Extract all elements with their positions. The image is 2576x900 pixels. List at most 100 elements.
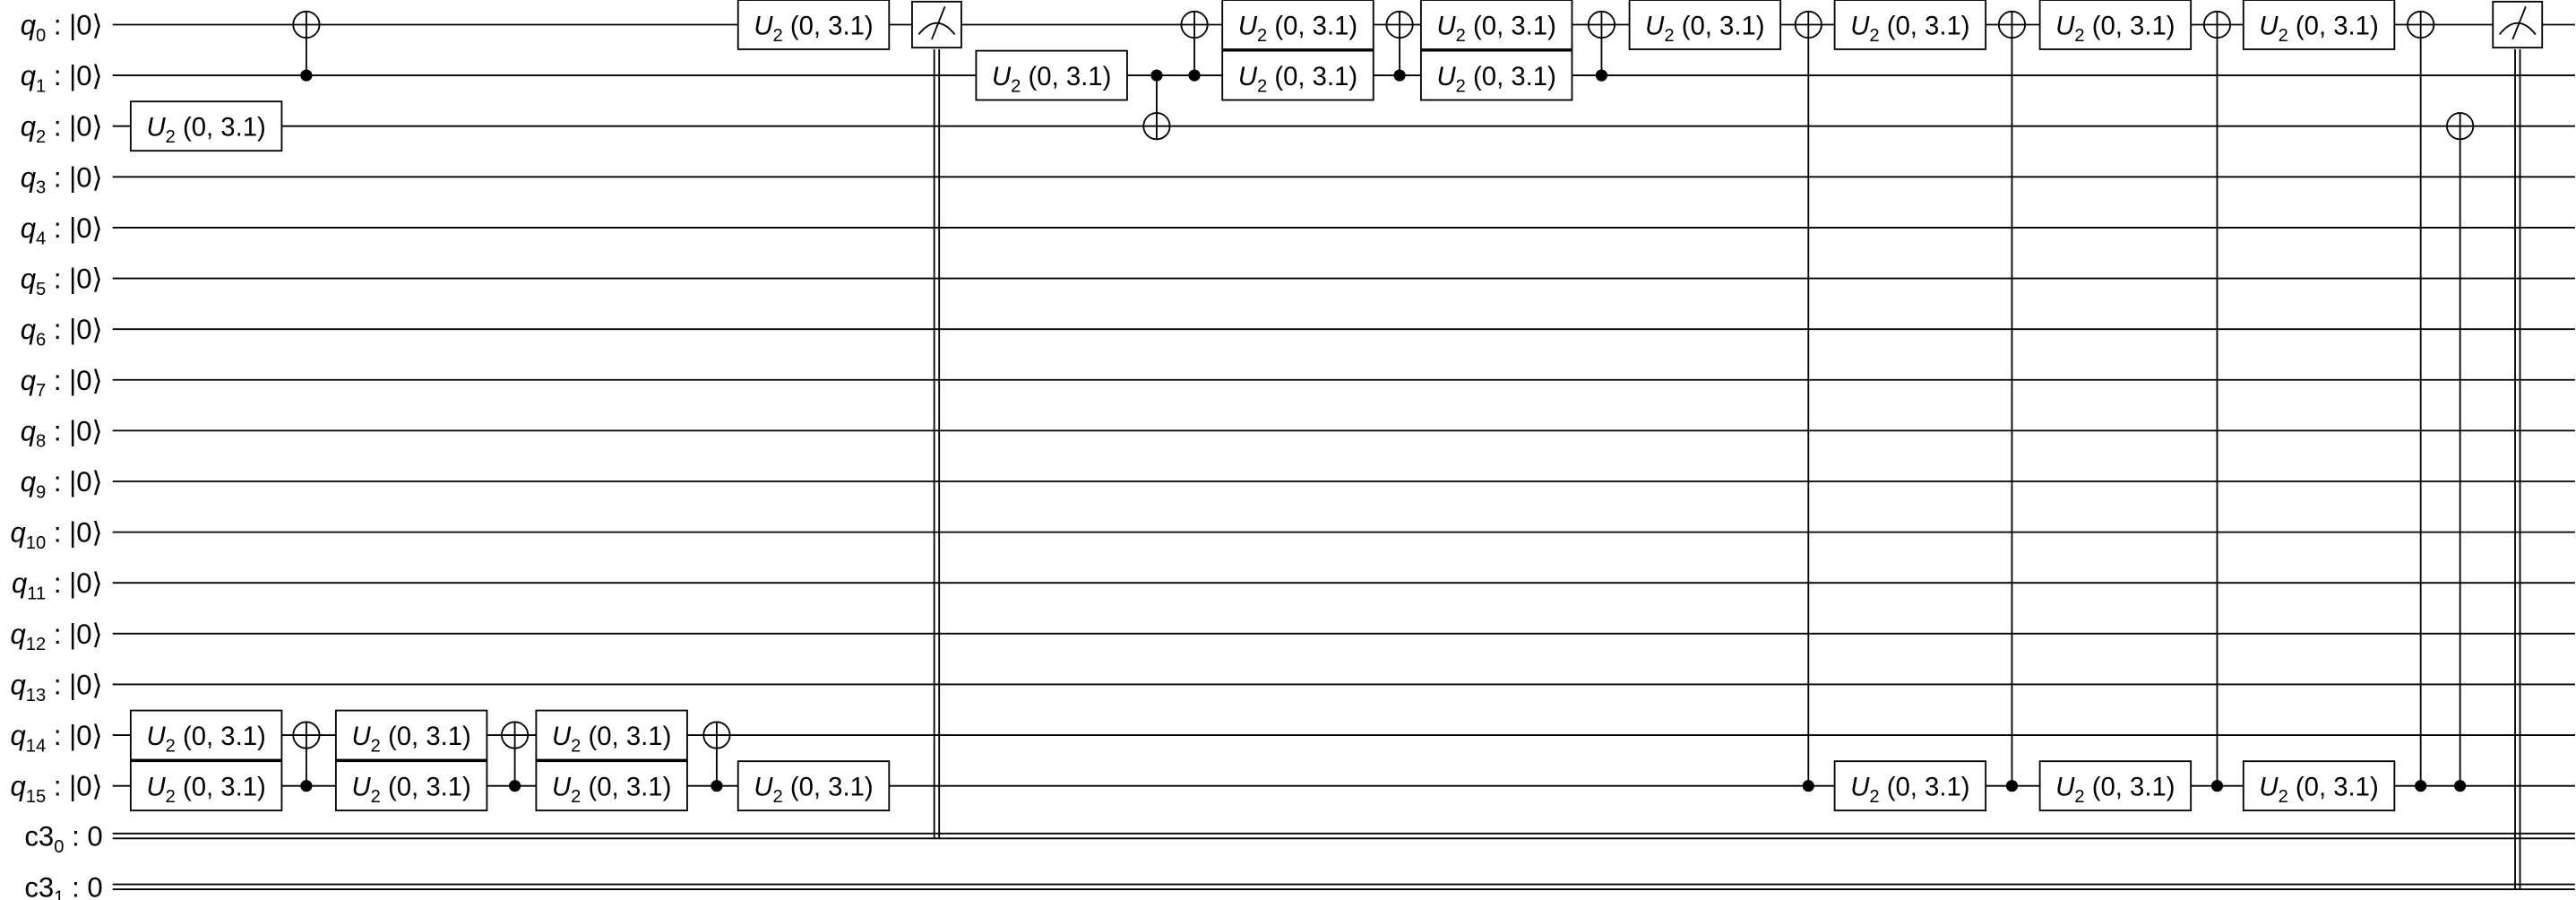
measure-gate <box>2492 0 2544 890</box>
u2-gate: U2 (0, 3.1) <box>1628 0 1782 50</box>
cnot-gate <box>501 721 530 792</box>
u2-gate: U2 (0, 3.1) <box>129 760 283 812</box>
u2-gate: U2 (0, 3.1) <box>535 709 688 761</box>
meter-arc-icon <box>918 22 956 36</box>
gate-label: U2 (0, 3.1) <box>2259 11 2378 45</box>
u2-gate: U2 (0, 3.1) <box>334 709 488 761</box>
gate-box <box>1419 0 1573 50</box>
gate-label: U2 (0, 3.1) <box>1437 11 1556 45</box>
meter-needle-icon <box>931 5 946 40</box>
control-dot <box>1150 69 1163 82</box>
control-dot <box>300 69 313 82</box>
cnot-gate <box>1587 10 1616 82</box>
measure-gate <box>911 0 962 839</box>
u2-gate: U2 (0, 3.1) <box>2242 0 2396 50</box>
u2-gate: U2 (0, 3.1) <box>2242 760 2396 812</box>
qubit-label: q12 : |0⟩ <box>11 619 103 654</box>
u2-gate: U2 (0, 3.1) <box>1419 0 1573 50</box>
cnot-gate <box>1142 69 1171 141</box>
gate-label: U2 (0, 3.1) <box>351 773 470 807</box>
qubit-label: q11 : |0⟩ <box>12 567 103 603</box>
gate-label: U2 (0, 3.1) <box>2259 773 2378 807</box>
qubit-label: q9 : |0⟩ <box>21 466 103 502</box>
cnot-gate <box>2446 112 2475 792</box>
meter-box <box>911 0 962 49</box>
u2-gate: U2 (0, 3.1) <box>1833 0 1987 50</box>
u2-gate: U2 (0, 3.1) <box>737 760 891 812</box>
control-dot <box>508 780 521 792</box>
gate-label: U2 (0, 3.1) <box>1645 11 1764 45</box>
gate-box <box>1419 49 1573 101</box>
gate-box <box>334 709 488 761</box>
cnot-gate <box>702 721 731 792</box>
u2-gate: U2 (0, 3.1) <box>1221 0 1374 50</box>
gate-box <box>334 760 488 812</box>
gate-box <box>129 709 283 761</box>
gate-label: U2 (0, 3.1) <box>146 113 265 147</box>
control-dot <box>300 780 313 792</box>
cnot-gate <box>1997 10 2027 792</box>
qubit-label: q7 : |0⟩ <box>21 365 103 401</box>
gate-label: U2 (0, 3.1) <box>754 773 873 807</box>
cnot-gate <box>292 721 321 792</box>
u2-gate: U2 (0, 3.1) <box>2038 760 2193 812</box>
cnot-gate <box>2407 10 2435 792</box>
gate-label: U2 (0, 3.1) <box>1238 11 1357 45</box>
control-dot <box>2454 780 2467 792</box>
control-dot <box>1188 69 1201 82</box>
meter-arc-icon <box>2498 22 2537 36</box>
gate-box <box>2242 760 2396 812</box>
gate-box <box>737 760 891 812</box>
gate-box <box>535 709 688 761</box>
cnot-gate <box>1180 10 1209 82</box>
cnot-gate <box>2202 10 2232 792</box>
qubit-label: q0 : |0⟩ <box>21 9 103 45</box>
u2-gate: U2 (0, 3.1) <box>2038 0 2193 50</box>
gate-box <box>129 100 283 152</box>
qubit-label: q14 : |0⟩ <box>11 720 103 756</box>
control-dot <box>2210 780 2224 792</box>
qubit-label: q4 : |0⟩ <box>21 212 103 248</box>
u2-gate: U2 (0, 3.1) <box>1221 49 1374 101</box>
gate-box <box>1628 0 1782 50</box>
cnot-gate <box>1385 10 1414 82</box>
gate-label: U2 (0, 3.1) <box>2055 773 2175 807</box>
qubit-label: q1 : |0⟩ <box>21 60 103 96</box>
qubit-label: q2 : |0⟩ <box>21 111 103 147</box>
control-dot <box>2415 780 2427 792</box>
control-dot <box>1802 780 1814 792</box>
control-dot <box>1595 69 1608 82</box>
gate-label: U2 (0, 3.1) <box>351 722 470 756</box>
qubit-label: q8 : |0⟩ <box>21 415 103 451</box>
u2-gate: U2 (0, 3.1) <box>129 100 283 152</box>
gate-label: U2 (0, 3.1) <box>1850 11 1969 45</box>
gate-box <box>737 0 891 50</box>
gate-box <box>975 49 1128 101</box>
meter-needle-icon <box>2511 5 2527 40</box>
cnot-gate <box>1794 10 1822 792</box>
u2-gate: U2 (0, 3.1) <box>334 760 488 812</box>
gate-label: U2 (0, 3.1) <box>754 11 873 45</box>
gate-label: U2 (0, 3.1) <box>552 722 671 756</box>
qubit-label: q15 : |0⟩ <box>11 771 103 807</box>
clbit-label: c31 : 0 <box>24 871 102 900</box>
u2-gate: U2 (0, 3.1) <box>129 709 283 761</box>
u2-gate: U2 (0, 3.1) <box>975 49 1128 101</box>
qubit-label: q6 : |0⟩ <box>21 314 103 350</box>
gate-box <box>2038 0 2193 50</box>
gate-box <box>2242 0 2396 50</box>
gate-label: U2 (0, 3.1) <box>1437 62 1556 96</box>
gate-box <box>1221 0 1374 50</box>
gate-label: U2 (0, 3.1) <box>146 722 265 756</box>
u2-gate: U2 (0, 3.1) <box>1419 49 1573 101</box>
qubit-label: q10 : |0⟩ <box>11 517 103 553</box>
u2-gate: U2 (0, 3.1) <box>535 760 688 812</box>
control-dot <box>2005 780 2019 792</box>
gate-box <box>2038 760 2193 812</box>
u2-gate: U2 (0, 3.1) <box>737 0 891 50</box>
gate-label: U2 (0, 3.1) <box>1238 62 1357 96</box>
qubit-label: q5 : |0⟩ <box>21 264 103 299</box>
gate-box <box>1221 49 1374 101</box>
gate-box <box>1833 760 1987 812</box>
